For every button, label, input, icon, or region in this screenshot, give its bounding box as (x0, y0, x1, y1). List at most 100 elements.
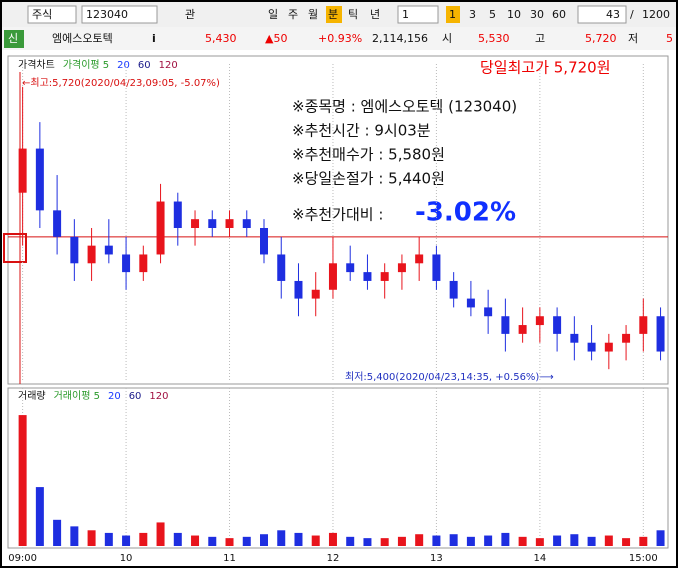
volume-bar (311, 535, 320, 546)
info-line: ※종목명 : 엠에스오토텍 (123040) (292, 98, 517, 116)
volume-bar (173, 532, 182, 546)
candle-body (501, 316, 510, 334)
volume-bar (363, 538, 372, 546)
info-button[interactable]: i (152, 32, 156, 45)
x-tick-label: 13 (430, 553, 443, 564)
volume-bar (242, 536, 251, 546)
legend-entry: 20 (108, 391, 121, 402)
volume-bar (328, 532, 337, 546)
candle-body (328, 263, 337, 290)
market[interactable]: 주식 (32, 8, 52, 21)
volume-bar (191, 535, 200, 546)
interval[interactable]: 5 (489, 8, 496, 21)
interval[interactable]: 60 (552, 8, 566, 21)
tag-box (4, 30, 24, 48)
volume-bar (277, 530, 286, 546)
interval[interactable]: 1 (449, 8, 456, 21)
ratio: -3.02% (415, 198, 516, 228)
candle-body (225, 219, 234, 228)
candle-body (122, 254, 131, 273)
volume-bar (570, 534, 579, 546)
high-label: 고 (535, 32, 545, 45)
volume-bar (294, 532, 303, 546)
volume-bar (604, 535, 613, 546)
candle-body (260, 228, 268, 255)
candle-body (380, 272, 389, 281)
candle-body (242, 219, 251, 228)
active-button (326, 6, 342, 23)
candle-body (87, 245, 96, 264)
button[interactable]: 주 (288, 8, 298, 21)
candle-body (535, 316, 544, 326)
volume-bar (53, 519, 62, 546)
button[interactable]: 분 (328, 8, 338, 21)
market-box[interactable] (27, 5, 77, 24)
volume-bar (156, 522, 165, 546)
candle-body (587, 342, 596, 352)
code[interactable]: 123040 (86, 8, 128, 21)
slash: / (630, 8, 634, 21)
code-box[interactable] (81, 5, 158, 24)
candle-body (363, 272, 372, 281)
candle-body (553, 316, 562, 334)
x-tick-label: 11 (223, 553, 236, 564)
candle-body (639, 316, 648, 334)
volume-bar (553, 535, 562, 546)
volume-bar (346, 536, 355, 546)
legend-entry: 20 (117, 60, 130, 71)
legend-entry: 120 (159, 60, 178, 71)
volume-bar (518, 536, 527, 546)
volume-panel (7, 387, 669, 549)
day-high: 당일최고가 5,720원 (480, 59, 611, 77)
candle-body (277, 254, 286, 281)
quote-bar (2, 27, 676, 50)
button[interactable]: 틱 (348, 8, 358, 21)
change: ▲50 (265, 32, 287, 45)
candle-body (294, 280, 303, 299)
volume-bar (70, 526, 79, 546)
volume-bar (484, 535, 493, 546)
open: 5,530 (478, 32, 510, 45)
candle-body (208, 219, 217, 228)
low-note: 최저:5,400(2020/04/23,14:35, +0.56%)⟶ (345, 371, 554, 383)
candle-body (466, 298, 475, 308)
legend-entry: 60 (138, 60, 151, 71)
volume-bar (535, 538, 544, 546)
interval[interactable]: 3 (469, 8, 476, 21)
volume-bar (656, 530, 665, 546)
candle-body (70, 236, 79, 264)
candle-body (656, 316, 665, 352)
candle-body (449, 280, 458, 299)
info-line: ※추천시간 : 9시03분 (292, 122, 431, 140)
button[interactable]: 일 (268, 7, 278, 21)
count-box[interactable] (577, 5, 627, 24)
price: 5,430 (205, 32, 237, 45)
volume-bar (501, 532, 510, 546)
legend-entry: 가격차트 (18, 58, 55, 71)
max[interactable]: 1200 (642, 8, 670, 21)
candle-body (432, 254, 441, 281)
candle-body (622, 333, 631, 343)
candle-body (604, 342, 613, 352)
period-box[interactable] (397, 5, 439, 24)
candle-body (53, 210, 62, 237)
candle-body (484, 307, 493, 317)
stock-name: 엠에스오토텍 (52, 32, 113, 45)
button[interactable]: 년 (370, 8, 380, 21)
count[interactable]: 43 (606, 8, 620, 21)
x-tick-label: 15:00 (629, 553, 658, 564)
period[interactable]: 1 (402, 8, 409, 21)
interval[interactable]: 10 (507, 8, 521, 21)
interval[interactable]: 30 (530, 8, 544, 21)
volume-bar (87, 530, 96, 546)
button[interactable]: 월 (308, 8, 318, 21)
volume-bar (139, 532, 148, 546)
volume-bar (18, 415, 27, 546)
open-label: 시 (442, 32, 452, 45)
legend-entry: 거래이평 5 (54, 390, 100, 402)
candle-body (18, 148, 27, 193)
x-tick-label: 10 (120, 553, 133, 564)
x-tick-label: 12 (327, 553, 340, 564)
button[interactable]: 관 (185, 8, 195, 21)
